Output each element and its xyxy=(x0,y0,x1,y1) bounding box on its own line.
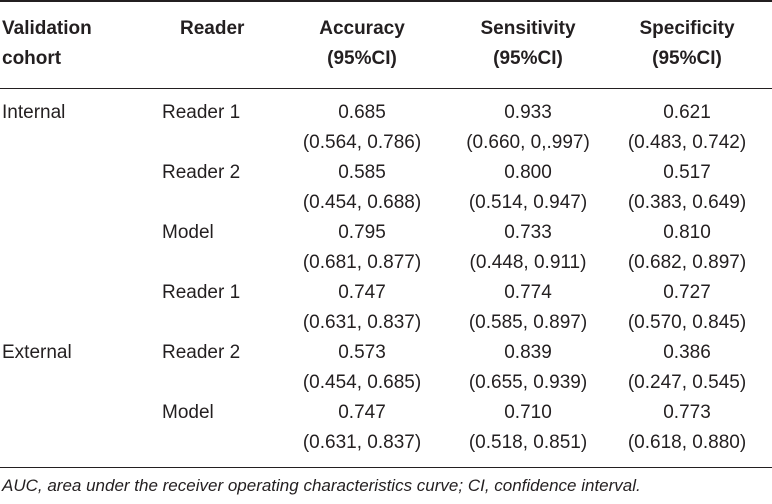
sensitivity-cell: 0.733 (0.448, 0.911) xyxy=(469,222,587,273)
specificity-cell: 0.810 (0.682, 0.897) xyxy=(627,222,747,273)
accuracy-cell: 0.585 (0.454, 0.688) xyxy=(302,162,422,213)
table-footnote: AUC, area under the receiver operating c… xyxy=(2,476,641,495)
accuracy-cell: 0.747 (0.631, 0.837) xyxy=(302,402,422,453)
sensitivity-cell: 0.933 (0.660, 0,.997) xyxy=(466,102,590,153)
accuracy-cell: 0.573 (0.454, 0.685) xyxy=(302,342,422,393)
header-sensitivity: Sensitivity (95%CI) xyxy=(480,18,576,69)
header-reader: Reader xyxy=(180,18,245,39)
table-bottom-rule xyxy=(0,467,772,468)
header-rule xyxy=(0,88,772,89)
specificity-cell: 0.773 (0.618, 0.880) xyxy=(627,402,747,453)
reader-cell: Reader 1 xyxy=(162,102,241,123)
specificity-cell: 0.517 (0.383, 0.649) xyxy=(627,162,747,213)
sensitivity-cell: 0.839 (0.655, 0.939) xyxy=(468,342,588,393)
reader-cell: Reader 1 xyxy=(162,282,241,303)
accuracy-cell: 0.795 (0.681, 0.877) xyxy=(302,222,422,273)
reader-cell: Model xyxy=(162,222,214,243)
cohort-cell: Internal xyxy=(2,102,66,123)
sensitivity-cell: 0.774 (0.585, 0.897) xyxy=(468,282,588,333)
specificity-cell: 0.386 (0.247, 0.545) xyxy=(627,342,747,393)
specificity-cell: 0.621 (0.483, 0.742) xyxy=(627,102,747,153)
sensitivity-cell: 0.800 (0.514, 0.947) xyxy=(468,162,588,213)
header-validation-cohort: Validation cohort xyxy=(2,18,92,69)
specificity-cell: 0.727 (0.570, 0.845) xyxy=(627,282,747,333)
reader-cell: Reader 2 xyxy=(162,342,241,363)
header-accuracy: Accuracy (95%CI) xyxy=(319,18,405,69)
header-specificity: Specificity (95%CI) xyxy=(639,18,735,69)
accuracy-cell: 0.685 (0.564, 0.786) xyxy=(302,102,422,153)
cohort-cell: External xyxy=(2,342,72,363)
accuracy-cell: 0.747 (0.631, 0.837) xyxy=(302,282,422,333)
table-top-rule xyxy=(0,0,772,2)
sensitivity-cell: 0.710 (0.518, 0.851) xyxy=(468,402,588,453)
reader-cell: Model xyxy=(162,402,214,423)
reader-cell: Reader 2 xyxy=(162,162,241,183)
